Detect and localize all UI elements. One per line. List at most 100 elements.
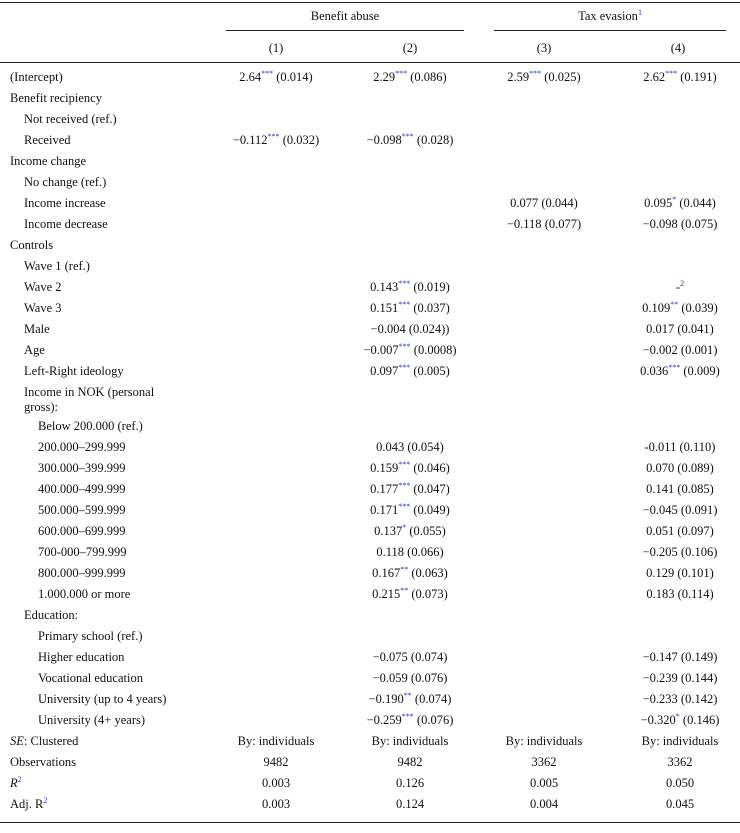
row-label: University (up to 4 years): [38, 692, 167, 706]
coef-cell: 2.64*** (0.014): [206, 69, 346, 85]
std-error: (0.046): [410, 461, 450, 475]
significance-stars: ***: [398, 481, 411, 490]
coef-value: 0.118: [376, 545, 405, 559]
coef-value: 0.177: [370, 482, 399, 496]
coef-value: 0.129: [646, 566, 675, 580]
footer-label-sup: 2: [17, 775, 22, 784]
std-error: (0.044): [676, 196, 716, 210]
std-error: (0.066): [404, 545, 444, 559]
coef-cell: −0.190** (0.074): [340, 691, 480, 707]
coef-value: 0.036: [640, 364, 669, 378]
coef-value: −0.002: [642, 343, 678, 357]
coef-value: 0.143: [370, 280, 399, 294]
significance-stars: **: [403, 691, 412, 700]
coef-value: −0.007: [363, 343, 399, 357]
col-header-2: (2): [402, 41, 418, 55]
footer-label-main: R: [10, 776, 18, 790]
coef-cell: −0.205 (0.106): [610, 544, 740, 560]
header-tax-evasion: Tax evasion1: [494, 8, 726, 24]
row-label: Income decrease: [24, 217, 108, 231]
footer-value: 0.126: [395, 776, 425, 790]
std-error: (0.146): [679, 713, 720, 727]
coef-value: −0.205: [642, 545, 678, 559]
significance-stars: 2: [680, 279, 685, 288]
significance-stars: ***: [665, 69, 678, 78]
footer-label-main: Adj. R: [10, 797, 44, 811]
coef-value: 0.215: [372, 587, 401, 601]
std-error: (0.076): [407, 671, 448, 685]
row-label: 500.000–599.999: [38, 503, 126, 517]
std-error: (0.039): [678, 301, 718, 315]
std-error: (0.106): [677, 545, 718, 559]
std-error: (0.0008): [410, 343, 457, 357]
std-error: (0.009): [680, 364, 720, 378]
footer-value: 3362: [531, 755, 557, 769]
coef-cell: −0.259*** (0.076): [340, 712, 480, 728]
row-label: Male: [24, 322, 50, 336]
std-error: (0.037): [410, 301, 450, 315]
row-label: 800.000–999.999: [38, 566, 126, 580]
row-label: 200.000–299.999: [38, 440, 126, 454]
std-error: (0.097): [674, 524, 714, 538]
coef-value: −0.239: [642, 671, 678, 685]
row-label: Education:: [24, 608, 79, 622]
coef-value: −0.004: [370, 322, 406, 336]
footer-label-rest: : Clustered: [23, 734, 79, 748]
std-error: (0.149): [677, 650, 718, 664]
footer-value: 0.003: [261, 776, 291, 790]
coef-cell: −0.147 (0.149): [610, 649, 740, 665]
coef-value: −0.233: [642, 692, 678, 706]
coef-cell: 0.118 (0.066): [340, 544, 480, 560]
row-label: Received: [24, 133, 71, 147]
significance-stars: *: [675, 712, 680, 721]
std-error: (0.144): [677, 671, 718, 685]
significance-stars: *: [402, 523, 407, 532]
coef-cell: 0.017 (0.041): [610, 321, 740, 337]
significance-stars: ***: [668, 363, 681, 372]
coef-value: −0.112: [232, 133, 268, 147]
significance-stars: ***: [529, 69, 542, 78]
significance-stars: ***: [398, 460, 411, 469]
group1-rule: [226, 30, 464, 31]
row-label: Income change: [10, 154, 87, 168]
footnote-marker: 1: [637, 8, 642, 17]
coef-cell: −0.239 (0.144): [610, 670, 740, 686]
coef-cell: −0.320* (0.146): [610, 712, 740, 728]
coef-value: 0.183: [646, 587, 675, 601]
std-error: (0.055): [406, 524, 446, 538]
top-rule: [0, 2, 740, 3]
row-label-continued: gross):: [24, 400, 59, 414]
coef-value: −0.075: [372, 650, 408, 664]
coef-cell: −0.002 (0.001): [610, 342, 740, 358]
row-label: Left-Right ideology: [24, 364, 124, 378]
coef-value: −0.118: [506, 217, 542, 231]
row-label: 1.000.000 or more: [38, 587, 131, 601]
coef-cell: 0.167** (0.063): [340, 565, 480, 581]
coef-cell: −0.059 (0.076): [340, 670, 480, 686]
std-error: (0.074): [411, 692, 452, 706]
significance-stars: *: [672, 195, 677, 204]
col-header-1: (1): [268, 41, 284, 55]
significance-stars: ***: [401, 712, 414, 721]
coef-value: 2.62: [643, 70, 666, 84]
significance-stars: ***: [261, 69, 274, 78]
std-error: (0.074): [407, 650, 448, 664]
coef-value: 0.097: [370, 364, 399, 378]
coef-cell: 0.129 (0.101): [610, 565, 740, 581]
coef-cell: 0.043 (0.054): [340, 439, 480, 455]
coef-cell: 0.159*** (0.046): [340, 460, 480, 476]
footer-value: 9482: [397, 755, 423, 769]
std-error: (0.054): [404, 440, 444, 454]
header-benefit-abuse: Benefit abuse: [310, 9, 380, 23]
row-label: Not received (ref.): [24, 112, 117, 126]
coef-cell: -0.011 (0.110): [610, 439, 740, 455]
footer-label: SE: Clustered: [10, 733, 78, 749]
std-error: (0.085): [674, 482, 714, 496]
coef-value: -: [675, 280, 681, 294]
coef-cell: 0.095* (0.044): [610, 195, 740, 211]
std-error: (0.032): [279, 133, 320, 147]
coef-cell: 0.137* (0.055): [340, 523, 480, 539]
std-error: (0.025): [541, 70, 581, 84]
significance-stars: ***: [398, 502, 411, 511]
std-error: (0.077): [541, 217, 582, 231]
